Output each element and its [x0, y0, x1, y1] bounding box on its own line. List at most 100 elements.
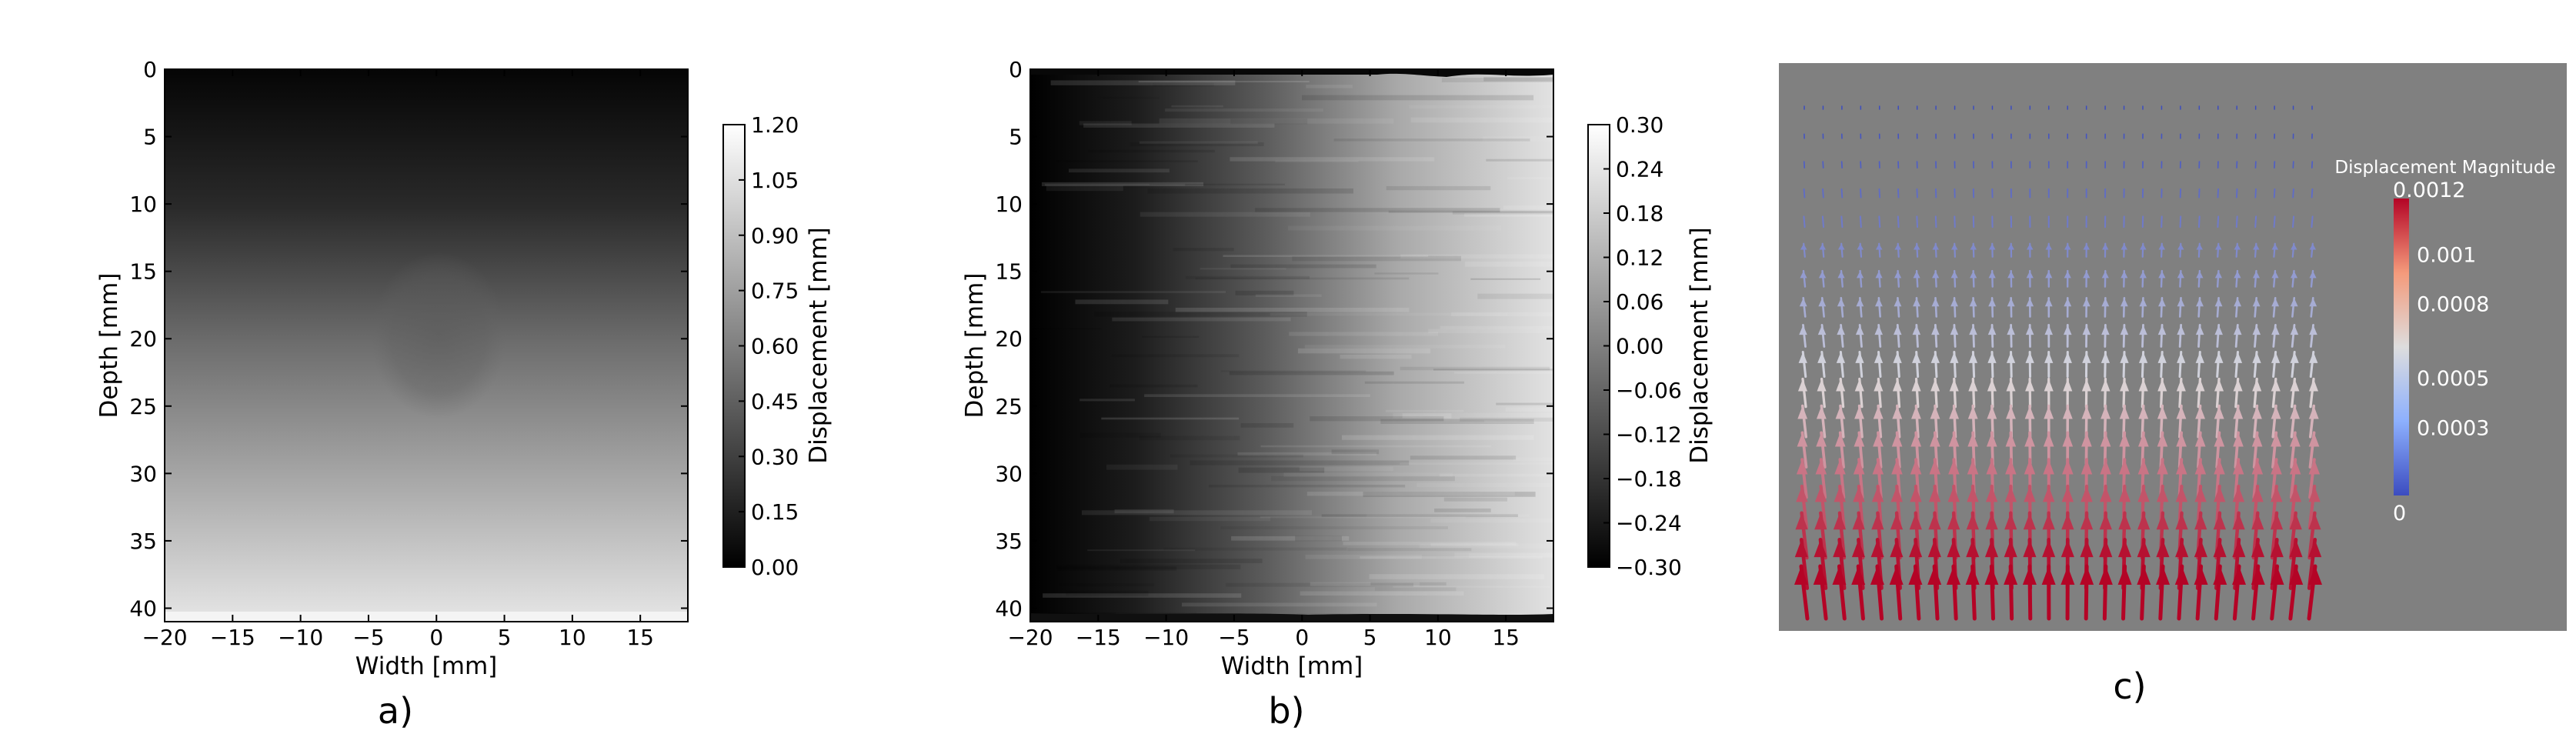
vector-arrow-head	[2214, 325, 2223, 335]
colorbar-tick-label: −0.18	[1616, 466, 1682, 492]
vector-arrow-head	[1837, 298, 1845, 307]
vector-arrow-head	[2271, 379, 2281, 392]
vector-arrow-head	[2023, 539, 2037, 558]
vector-arrow-head	[2252, 379, 2262, 392]
vector-arrow-head	[1984, 539, 1999, 558]
vector-arrow	[2197, 215, 2201, 229]
vector-arrow-head	[2290, 352, 2299, 363]
vector-arrow-head	[1856, 271, 1864, 279]
streak	[1410, 117, 1553, 123]
vector-arrow-head	[2060, 566, 2075, 585]
vector-arrow-head	[2194, 566, 2208, 585]
colorbar-label-c: Displacement Magnitude	[2334, 158, 2555, 178]
vector-arrow-head	[2251, 566, 2265, 585]
vector-arrow-head	[2101, 405, 2111, 419]
streak	[1400, 254, 1553, 259]
streak	[1428, 329, 1553, 334]
colorbar-tick-label: 0.0003	[2417, 417, 2489, 441]
vector-arrow-head	[1891, 432, 1903, 447]
vector-arrow-head	[2064, 271, 2071, 279]
vector-arrow-head	[1798, 352, 1807, 363]
vector-arrow-head	[2139, 298, 2147, 307]
vector-arrow-head	[2196, 243, 2204, 250]
vector-arrow-head	[2271, 485, 2283, 502]
vector-arrow	[2217, 215, 2220, 229]
vector-arrow-head	[2006, 405, 2016, 419]
vector-arrow-head	[2158, 298, 2166, 307]
vector-arrow-head	[2117, 566, 2132, 585]
vector-arrow-head	[1870, 539, 1884, 558]
vector-arrow-head	[2137, 485, 2150, 502]
streak	[1220, 370, 1366, 372]
vector-arrow-head	[2025, 379, 2035, 392]
streak	[1142, 335, 1200, 339]
vector-arrow-head	[1875, 271, 1883, 279]
vector-arrow-head	[2271, 325, 2280, 335]
vector-arrow-head	[1929, 459, 1940, 475]
vector-arrow-head	[2195, 405, 2206, 419]
vector-arrow-head	[2214, 271, 2222, 279]
vector-arrow-head	[2194, 539, 2207, 558]
vector-arrow-head	[2309, 352, 2318, 363]
vector-arrow-head	[2120, 325, 2129, 335]
vector-arrow-head	[2081, 432, 2092, 447]
streak	[1043, 593, 1242, 598]
vector-arrow-head	[2004, 512, 2017, 530]
vector-arrow-head	[2121, 243, 2127, 250]
streak	[1057, 566, 1177, 571]
vector-arrow-head	[2101, 352, 2111, 363]
colorbar-tick-label: 0.18	[1616, 201, 1663, 226]
streak	[1075, 299, 1169, 305]
vector-arrow-head	[2120, 379, 2130, 392]
vector-arrow-head	[2194, 459, 2207, 475]
vector-arrow-head	[2026, 298, 2034, 307]
vector-arrow-head	[2005, 432, 2017, 447]
vector-arrow-head	[2215, 243, 2222, 250]
vector-arrow-head	[1894, 243, 1901, 250]
streak	[1402, 413, 1452, 419]
vector-arrow-head	[2289, 566, 2304, 585]
vector-arrow-head	[2157, 379, 2167, 392]
streak	[1231, 535, 1350, 541]
vector-arrow-head	[2042, 539, 2056, 558]
vector-arrow-head	[1966, 539, 1980, 558]
vector-arrow-head	[1967, 459, 1979, 475]
colorbar-tick-label: 0.60	[751, 334, 799, 359]
colorbar-tick-label: 0.00	[1616, 334, 1663, 359]
streak	[1342, 435, 1534, 440]
vector-arrow-head	[1932, 271, 1940, 279]
streak	[1230, 157, 1435, 162]
streak	[1109, 384, 1198, 388]
vector-arrow-head	[1930, 379, 1940, 392]
vector-arrow-head	[1814, 539, 1827, 558]
vector-arrow-head	[2252, 298, 2261, 307]
vector-arrow-head	[1855, 352, 1864, 363]
vector-arrow-head	[1852, 512, 1865, 530]
vector-arrow-head	[2195, 325, 2204, 335]
vector-arrow-head	[2063, 379, 2073, 392]
streak	[1374, 587, 1457, 592]
colorbar-tick-label: 0.30	[1616, 112, 1663, 138]
streak	[1185, 275, 1310, 279]
vector-arrow-head	[1873, 432, 1884, 447]
vector-arrow-head	[2101, 271, 2109, 279]
vector-arrow-head	[2270, 566, 2284, 585]
vector-arrow-head	[2251, 459, 2264, 475]
vector-arrow-head	[2060, 539, 2074, 558]
y-tick-label: 10	[129, 192, 157, 217]
vector-arrow-head	[1985, 512, 1998, 530]
vector-arrow-head	[2271, 298, 2280, 307]
vector-arrow-head	[2174, 566, 2189, 585]
streak	[1175, 307, 1410, 312]
vector-arrow-head	[2045, 271, 2053, 279]
vector-arrow-head	[2176, 432, 2187, 447]
vector-arrow-head	[1797, 379, 1808, 392]
colorbar-tick-label: 0.75	[751, 279, 799, 304]
vector-arrow-head	[1836, 352, 1846, 363]
vector-arrow-head	[1813, 566, 1827, 585]
streak	[1080, 432, 1161, 438]
colorbar-ticks-c: 0.0012 0.001 0.0008 0.0005 0.0003 0	[2393, 178, 2489, 525]
colorbar-tick-label: −0.06	[1616, 378, 1682, 403]
streak	[1310, 416, 1444, 422]
vector-arrow-head	[2101, 298, 2110, 307]
